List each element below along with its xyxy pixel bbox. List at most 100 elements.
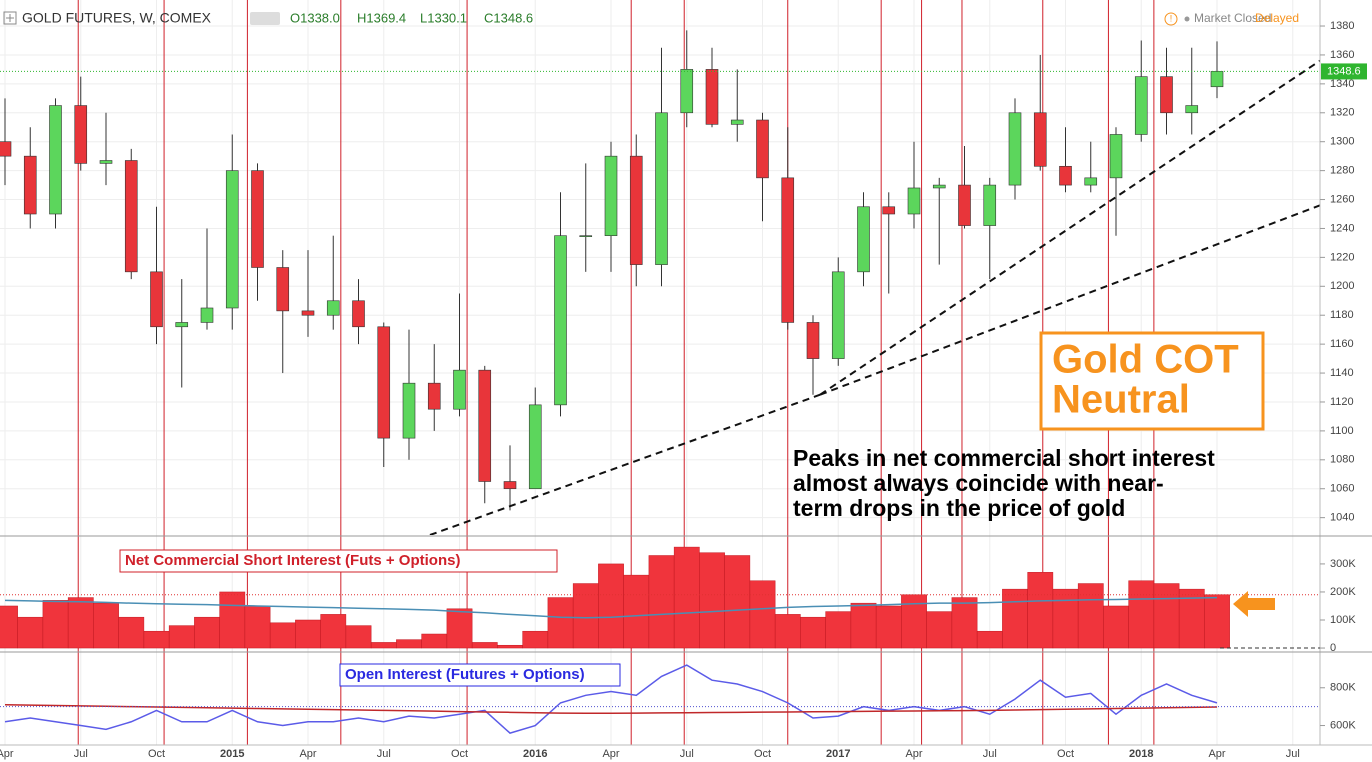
candle-body [23, 155, 37, 215]
average-line [4, 704, 1218, 715]
bar [42, 600, 69, 649]
bar [497, 644, 523, 649]
candle-body [99, 160, 113, 164]
candle-body [301, 310, 315, 316]
bar [850, 602, 877, 649]
candle-body [150, 271, 163, 328]
x-tick-label: 2018 [1129, 748, 1153, 760]
candle-body [907, 187, 921, 215]
arrow [1233, 591, 1275, 617]
last-price-label: 1348.6 [1327, 65, 1361, 77]
candle-body [427, 382, 441, 410]
y-tick-label: 1340 [1330, 78, 1354, 90]
candle-body [604, 155, 618, 236]
y-tick-label: 1200 [1330, 280, 1354, 292]
x-tick-label: Jul [1286, 748, 1300, 760]
y-tick-label: 1160 [1330, 338, 1354, 350]
y-tick-label: 1320 [1330, 107, 1354, 119]
y-tick-label: 1280 [1330, 165, 1354, 177]
bars [0, 546, 1230, 649]
bar [1077, 583, 1104, 649]
y-tick-label: 800K [1330, 682, 1356, 694]
bar [572, 583, 599, 649]
candle-body [276, 267, 290, 312]
bar [143, 630, 170, 649]
pane-title: Open Interest (Futures + Options) [345, 666, 585, 683]
bar [547, 597, 574, 649]
bar [951, 597, 978, 649]
candle-body [200, 307, 214, 323]
candle-body [74, 105, 88, 164]
bar [598, 563, 624, 649]
pane-title: Net Commercial Short Interest (Futs + Op… [125, 552, 460, 569]
candle-body [1134, 76, 1148, 135]
candle-body [503, 481, 517, 490]
alert-icon: ! [1170, 13, 1173, 23]
candle-body [402, 382, 416, 439]
x-tick-label: Apr [299, 748, 316, 760]
candle-body [124, 160, 138, 273]
trendline [819, 204, 1320, 396]
candle-body [1185, 105, 1199, 114]
collapse-icon[interactable] [3, 11, 17, 25]
candle-body [680, 69, 694, 114]
candle-body [1008, 112, 1022, 186]
candle-body [453, 369, 466, 410]
candle-body [0, 141, 12, 157]
bar [168, 625, 195, 649]
candle-body [730, 119, 744, 125]
bar [219, 591, 246, 649]
x-tick-label: 2017 [826, 748, 850, 760]
bar [875, 605, 902, 649]
bar [67, 597, 94, 649]
candle-body [831, 271, 845, 359]
annotation-text: term drops in the price of gold [793, 495, 1125, 521]
candle-body [1210, 71, 1224, 88]
bar [118, 616, 145, 649]
open-interest-line [4, 664, 1218, 734]
ohlc-low: L1330.1 [420, 10, 467, 25]
y-tick-label: 1300 [1330, 136, 1354, 148]
candle-body [629, 155, 643, 265]
ohlc-open: O1338.0 [290, 10, 340, 25]
bar [1103, 605, 1129, 649]
x-tick-label: Jul [377, 748, 391, 760]
y-tick-label: 1060 [1330, 483, 1354, 495]
candle-body [756, 119, 769, 179]
candle-body [1160, 76, 1173, 114]
alert-icon[interactable] [1164, 12, 1178, 26]
bar [17, 616, 44, 649]
bar [295, 619, 321, 649]
candle-body [857, 206, 870, 273]
lines [4, 664, 1218, 734]
visibility-icons[interactable] [250, 12, 280, 25]
x-tick-label: Oct [451, 748, 468, 760]
candle-body [326, 300, 340, 316]
y-tick-label: 0 [1330, 642, 1336, 654]
y-tick-label: 1360 [1330, 49, 1354, 61]
bar [522, 630, 549, 649]
candle-body [377, 326, 391, 439]
candle-body [932, 184, 946, 189]
data-feed: Delayed [1255, 11, 1299, 25]
bar [194, 616, 220, 649]
y-tick-label: 1120 [1330, 396, 1354, 408]
x-tick-label: Apr [1208, 748, 1225, 760]
bar [774, 614, 801, 649]
x-tick-label: 2016 [523, 748, 547, 760]
bar [926, 611, 953, 649]
x-tick-label: Apr [602, 748, 619, 760]
bar [825, 611, 852, 649]
bar [1002, 588, 1028, 649]
candle-body [958, 184, 971, 226]
candle-body [225, 170, 239, 309]
bar [724, 555, 751, 649]
candles [0, 30, 1320, 535]
y-tick-label: 1100 [1330, 425, 1354, 437]
y-tick-label: 1380 [1330, 20, 1354, 32]
bar [1128, 580, 1155, 649]
x-tick-label: Jul [74, 748, 88, 760]
annotation-text: almost always coincide with near- [793, 470, 1164, 496]
bar [345, 625, 372, 649]
